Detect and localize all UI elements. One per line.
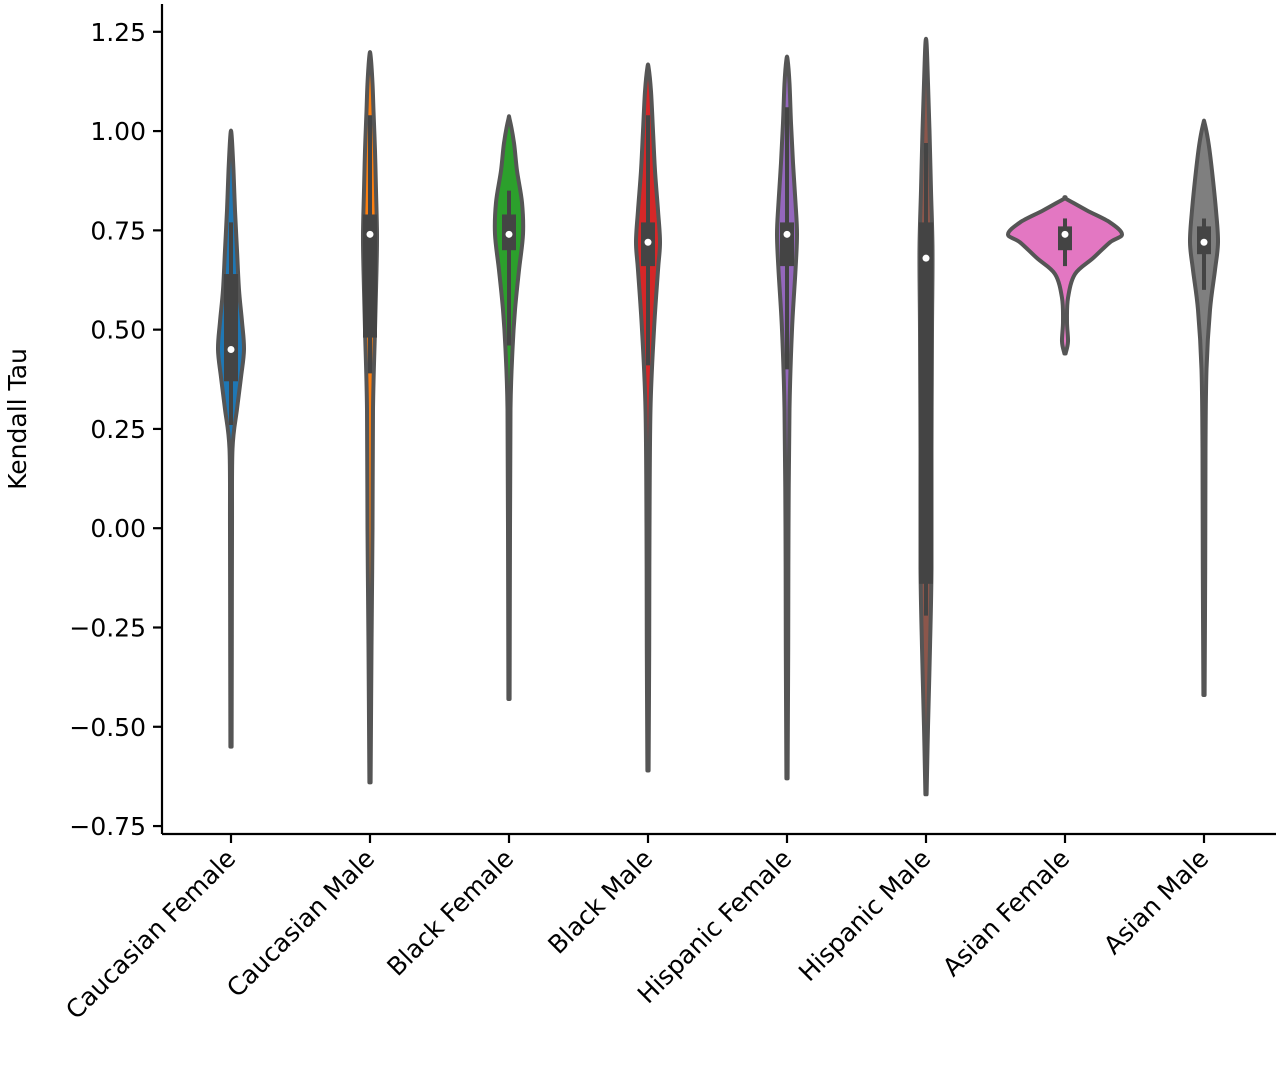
violin-median-point	[1061, 230, 1069, 238]
y-axis-label: Kendall Tau	[3, 348, 32, 490]
violin-group	[492, 114, 526, 701]
violin-median-point	[505, 230, 513, 238]
x-tick-label: Hispanic Male	[793, 844, 936, 987]
y-tick-label: 1.00	[90, 117, 146, 146]
violin-body	[492, 114, 526, 701]
y-tick-label: −0.25	[69, 613, 146, 642]
violin-median-point	[644, 238, 652, 246]
violin-iqr-box	[1058, 226, 1072, 251]
violin-group	[775, 54, 799, 781]
violin-group	[634, 62, 662, 773]
violin-median-point	[1200, 238, 1208, 246]
violin-iqr-box	[780, 222, 794, 267]
violin-iqr-box	[224, 274, 238, 382]
violin-group	[1187, 118, 1221, 698]
violin-group	[917, 36, 935, 797]
violin-group	[215, 128, 247, 749]
violin-group	[360, 50, 380, 785]
y-tick-label: 1.25	[90, 18, 146, 47]
x-tick-label: Caucasian Male	[221, 844, 380, 1003]
axes-layer	[160, 4, 1276, 836]
y-tick-label: −0.75	[69, 812, 146, 841]
violin-group	[1006, 195, 1124, 356]
violin-median-point	[227, 346, 235, 354]
y-tick-label: −0.50	[69, 713, 146, 742]
y-tick-label: 0.00	[90, 514, 146, 543]
violin-median-point	[783, 230, 791, 238]
y-tick-label: 0.25	[90, 415, 146, 444]
y-tick-label: 0.75	[90, 216, 146, 245]
y-ticks: −0.75 −0.50 −0.25 0.00 0.25 0.50 0.75 1.00 1.25	[69, 18, 162, 841]
violin-median-point	[922, 254, 930, 262]
x-tick-label: Asian Male	[1098, 844, 1214, 960]
x-tick-label: Black Female	[381, 844, 519, 982]
x-tick-label: Asian Female	[937, 844, 1075, 982]
violin-iqr-box	[363, 214, 377, 338]
violin-body	[1187, 118, 1221, 698]
x-tick-label: Caucasian Female	[60, 844, 241, 1025]
violin-median-point	[366, 230, 374, 238]
violins-layer	[215, 36, 1221, 797]
violin-iqr-box	[919, 222, 933, 584]
y-tick-label: 0.50	[90, 316, 146, 345]
x-tick-label: Black Male	[542, 844, 658, 960]
x-tick-label: Hispanic Female	[632, 844, 797, 1009]
violin-body	[1006, 195, 1124, 356]
